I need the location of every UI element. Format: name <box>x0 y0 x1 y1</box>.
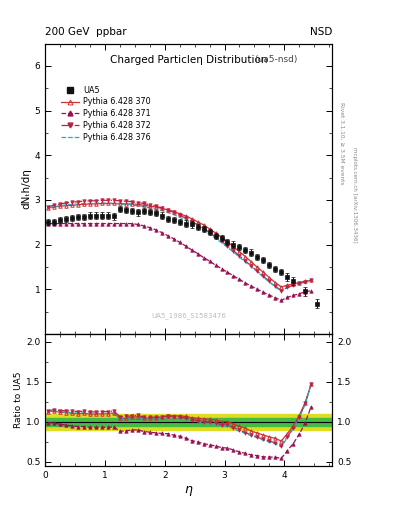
Text: Charged Particleη Distribution: Charged Particleη Distribution <box>110 55 267 65</box>
Text: (ua5-nsd): (ua5-nsd) <box>255 55 298 64</box>
Text: Rivet 3.1.10, ≥ 3.5M events: Rivet 3.1.10, ≥ 3.5M events <box>339 102 344 185</box>
Y-axis label: Ratio to UA5: Ratio to UA5 <box>14 372 23 428</box>
Text: 200 GeV  ppbar: 200 GeV ppbar <box>45 27 127 37</box>
X-axis label: η: η <box>185 482 193 496</box>
Text: mcplots.cern.ch [arXiv:1306.3436]: mcplots.cern.ch [arXiv:1306.3436] <box>352 147 357 242</box>
Y-axis label: dNₜh/dη: dNₜh/dη <box>22 168 32 209</box>
Legend: UA5, Pythia 6.428 370, Pythia 6.428 371, Pythia 6.428 372, Pythia 6.428 376: UA5, Pythia 6.428 370, Pythia 6.428 371,… <box>58 82 154 145</box>
Text: UA5_1986_S1583476: UA5_1986_S1583476 <box>151 313 226 319</box>
Text: NSD: NSD <box>310 27 332 37</box>
